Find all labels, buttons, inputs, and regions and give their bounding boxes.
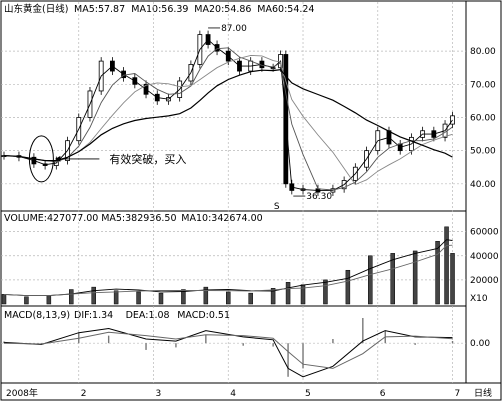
- dif-line: [3, 327, 453, 378]
- volume-bar: [226, 291, 231, 305]
- volume-bar: [345, 269, 351, 305]
- low-price-label: 36.30: [306, 192, 332, 202]
- volume-bar: [323, 279, 328, 305]
- volume-bar: [24, 296, 29, 305]
- x-tick-label: 3: [156, 389, 162, 399]
- volume-bar: [368, 255, 373, 305]
- breakout-circle: [28, 135, 54, 183]
- volume-unit-label: X10: [470, 294, 488, 304]
- x-tick-label: 5: [305, 389, 311, 399]
- indicator-label: MA5:57.87: [74, 4, 125, 15]
- x-tick-label: 4: [230, 389, 236, 399]
- volume-bar: [181, 289, 186, 305]
- annotations: 87.00 36.30 S 有效突破，买入: [28, 24, 332, 212]
- chart-title: 山东黄金(日线): [4, 3, 68, 15]
- volume-bars: [1, 226, 455, 305]
- breakout-label: 有效突破，买入: [109, 152, 186, 166]
- s-marker: S: [274, 202, 280, 212]
- x-tick-label: 6: [380, 389, 386, 399]
- x-tick-label: 7: [455, 389, 461, 399]
- volume-bar: [285, 282, 291, 305]
- volume-bar: [248, 292, 253, 305]
- indicator-label: MA10:342674.00: [181, 213, 262, 224]
- indicator-label: MA60:54.24: [257, 4, 314, 15]
- x-tick-label: 2008年: [6, 387, 38, 399]
- period-type-label: 日线: [474, 387, 492, 399]
- volume-indicators: VOLUME:427077.00 MA5:382936.50 MA10:342674…: [4, 213, 263, 224]
- indicator-label: MA10:56.39: [131, 4, 188, 15]
- macd-series: [3, 318, 454, 378]
- x-axis-labels: 2008年 2 3 4 5 6 7: [6, 387, 460, 399]
- volume-bar: [390, 253, 395, 305]
- volume-tick-label: 20000: [470, 276, 499, 286]
- volume-bar: [412, 250, 418, 305]
- candle-body: [450, 115, 455, 125]
- volume-bar: [69, 289, 74, 305]
- macd-indicators: DIF:1.34 DEA:1.08 MACD:0.51: [74, 310, 230, 321]
- price-tick-label: 40.00: [470, 180, 496, 190]
- price-series: [1, 30, 455, 197]
- price-tick-label: 70.00: [470, 80, 496, 90]
- volume-bar: [450, 253, 455, 305]
- high-price-label: 87.00: [221, 24, 247, 34]
- price-tick-label: 50.00: [470, 147, 496, 157]
- macd-label: MACD(8,13,9): [4, 310, 70, 321]
- macd-tick-label: 0.00: [470, 339, 490, 349]
- volume-tick-label: 60000: [470, 228, 499, 238]
- x-tick-label: 2: [81, 389, 87, 399]
- volume-tick-label: 40000: [470, 252, 499, 262]
- price-tick-label: 60.00: [470, 113, 496, 123]
- volume-bar: [158, 292, 164, 305]
- indicator-label: DEA:1.08: [126, 310, 170, 321]
- volume-bar: [203, 286, 209, 305]
- volume-ma10-line: [3, 244, 453, 297]
- volume-bar: [136, 291, 141, 305]
- volume-bar: [1, 294, 7, 305]
- dea-line: [3, 331, 453, 369]
- indicator-label: MA5:382936.50: [101, 213, 176, 224]
- indicator-label: VOLUME:427077.00: [4, 213, 98, 224]
- breakout-arrow-head: [55, 155, 61, 162]
- indicator-label: MA20:54.86: [194, 4, 251, 15]
- volume-bar: [113, 290, 119, 305]
- volume-bar: [444, 226, 449, 305]
- ma60-line: [3, 68, 453, 162]
- x-grid: [78, 2, 453, 383]
- ma10-line: [3, 47, 453, 191]
- volume-bar: [435, 241, 440, 305]
- indicator-label: DIF:1.34: [74, 310, 113, 321]
- ma20-line: [3, 54, 453, 186]
- price-tick-label: 80.00: [470, 47, 496, 57]
- indicator-label: MACD:0.51: [177, 310, 230, 321]
- volume-bar: [46, 295, 52, 305]
- volume-bar: [270, 288, 276, 305]
- ma5-line: [3, 38, 453, 191]
- price-indicators: MA5:57.87 MA10:56.39 MA20:54.86 MA60:54.24: [74, 4, 314, 15]
- volume-bar: [91, 286, 96, 305]
